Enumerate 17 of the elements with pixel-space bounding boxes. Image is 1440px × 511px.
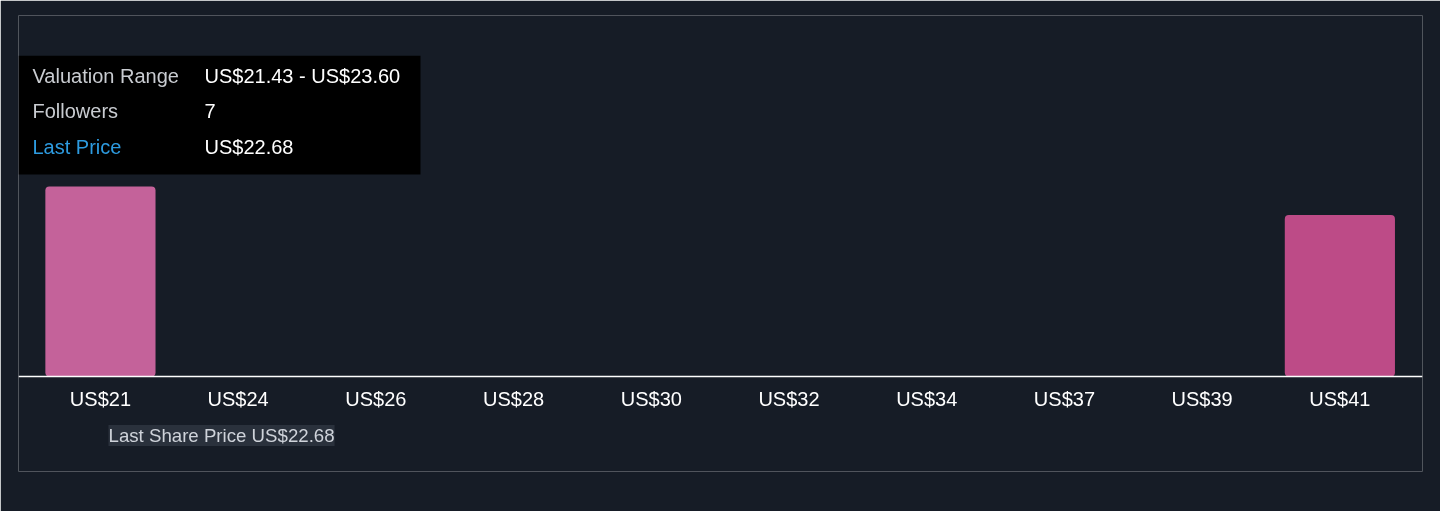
text: Valuation Range <box>32 65 179 88</box>
text: US$21.43 - US$23.60 <box>204 65 401 88</box>
text: Followers <box>32 100 119 123</box>
text: 7 <box>204 100 216 123</box>
x-tick-label: US$41 <box>1309 387 1371 410</box>
x-tick-label: US$39 <box>1171 387 1233 410</box>
text: Last Share Price US$22.68 <box>108 424 335 446</box>
text: Last Price <box>32 135 122 158</box>
x-tick-label: US$26 <box>345 387 407 410</box>
text: US$22.68 <box>204 135 294 158</box>
x-tick-label: US$28 <box>483 387 545 410</box>
x-tick-label: US$32 <box>758 387 820 410</box>
x-tick-label: US$37 <box>1033 387 1096 410</box>
x-tick-label: US$34 <box>896 387 958 410</box>
x-tick-label: US$21 <box>69 387 132 410</box>
x-tick-label: US$24 <box>207 387 269 410</box>
x-tick-label: US$30 <box>620 387 682 410</box>
